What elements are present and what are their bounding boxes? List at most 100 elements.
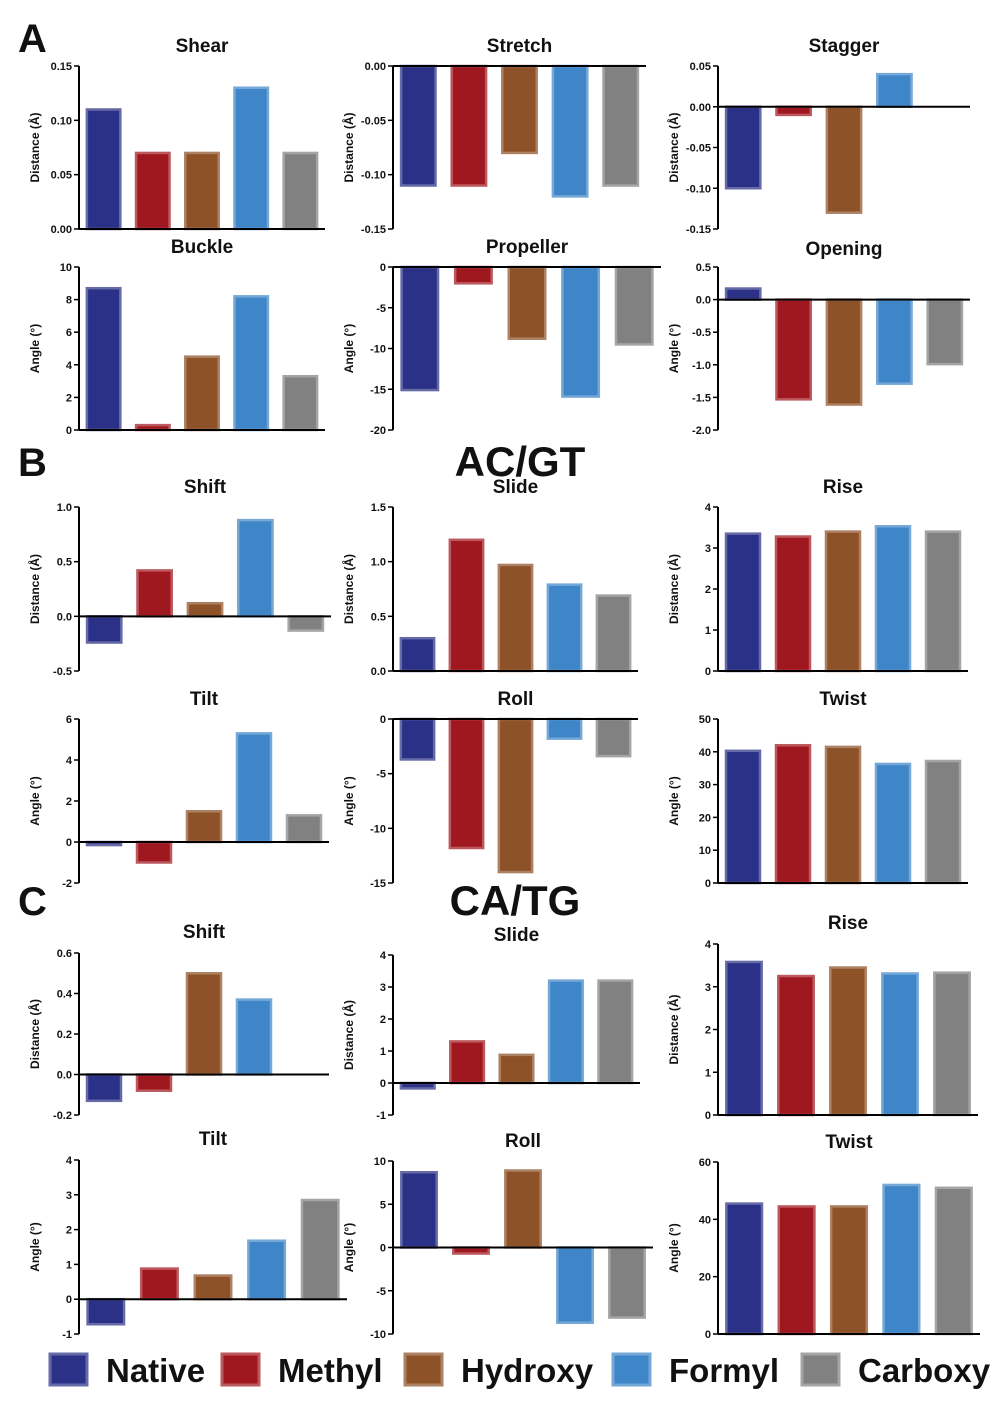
y-tick-label: -5 (376, 769, 386, 781)
bar-carboxy (934, 1186, 973, 1336)
y-tick-label: -0.2 (53, 1110, 72, 1122)
bar-carboxy (282, 374, 319, 432)
legend-item-carboxy: Carboxy (800, 1352, 991, 1389)
y-tick-label: 0.0 (371, 666, 386, 678)
bar-native (725, 1202, 764, 1336)
legend-item-methyl: Methyl (220, 1352, 383, 1389)
y-tick-label: 0.0 (57, 611, 72, 623)
bar-methyl (777, 1205, 816, 1336)
legend-label: Formyl (669, 1352, 779, 1389)
bar-formyl (561, 265, 601, 398)
chart-title: Rise (823, 477, 863, 498)
legend: Native Methyl Hydroxy Formyl Carboxy (48, 1352, 991, 1389)
bar-carboxy (614, 265, 654, 346)
chart-title: Slide (493, 477, 538, 498)
y-tick-label: 0.4 (57, 989, 73, 1001)
y-tick-label: 0 (66, 425, 72, 437)
y-tick-label: -1 (62, 1329, 72, 1341)
y-tick-label: 1 (705, 1067, 711, 1079)
legend-item-formyl: Formyl (611, 1352, 779, 1389)
y-tick-label: 2 (380, 1014, 386, 1026)
y-axis-label: Distance (Å) (341, 112, 356, 182)
legend-item-native: Native (48, 1352, 205, 1389)
heading-catg: CA/TG (450, 877, 581, 924)
bar-carboxy (285, 814, 323, 844)
y-tick-label: -5 (376, 303, 386, 315)
y-tick-label: 0 (66, 837, 72, 849)
bar-formyl (547, 979, 584, 1085)
chart-c-rise: Rise Distance (Å) 0 1 2 3 4 (666, 913, 978, 1122)
y-tick-label: 4 (380, 950, 387, 962)
y-axis-label: Distance (Å) (27, 999, 42, 1069)
bar-hydroxy (185, 810, 223, 844)
bar-carboxy (300, 1198, 340, 1301)
chart-title: Shift (183, 922, 226, 943)
chart-title: Buckle (171, 237, 233, 258)
y-tick-label: 6 (66, 714, 72, 726)
bar-hydroxy (824, 745, 862, 885)
bar-native (400, 265, 440, 392)
y-tick-label: 4 (705, 502, 712, 514)
chart-a-buckle: Buckle Angle (°) 0 2 4 6 8 10 (28, 237, 325, 437)
y-tick-label: 0.5 (696, 262, 711, 274)
bar-native (725, 960, 763, 1117)
bar-formyl (235, 732, 273, 844)
bar-formyl (546, 717, 583, 740)
y-tick-label: 0.5 (57, 557, 72, 569)
y-tick-label: -10 (370, 344, 386, 356)
y-tick-label: 0 (705, 1329, 711, 1341)
chart-a-stretch: Stretch Distance (Å) -0.15 -0.10 -0.05 0.00 (341, 36, 646, 236)
bar-methyl (134, 151, 171, 231)
heading-acgt: AC/GT (455, 438, 586, 485)
legend-label: Hydroxy (461, 1352, 594, 1389)
bar-hydroxy (501, 64, 538, 155)
bar-methyl (774, 743, 812, 885)
y-tick-label: 0.10 (51, 115, 72, 127)
bar-carboxy (597, 979, 634, 1085)
bar-formyl (237, 518, 274, 618)
y-axis-label: Distance (Å) (27, 554, 42, 624)
bar-native (399, 636, 436, 673)
y-tick-label: 2 (705, 584, 711, 596)
y-tick-label: 0 (705, 1110, 711, 1122)
chart-title: Shear (176, 36, 229, 57)
bar-hydroxy (185, 972, 223, 1076)
y-axis-label: Angle (°) (667, 1223, 681, 1272)
y-tick-label: 8 (66, 295, 72, 307)
bar-methyl (139, 1267, 179, 1301)
y-tick-label: 2 (66, 796, 72, 808)
y-tick-label: -1 (376, 1110, 386, 1122)
bar-methyl (453, 265, 493, 285)
legend-item-hydroxy: Hydroxy (403, 1352, 594, 1389)
y-tick-label: 0.00 (51, 224, 72, 236)
y-tick-label: -0.05 (361, 115, 386, 127)
bar-native (85, 1073, 123, 1103)
y-tick-label: 10 (699, 845, 711, 857)
y-tick-label: -15 (370, 384, 386, 396)
y-tick-label: 10 (374, 1156, 386, 1168)
y-tick-label: 0 (66, 1294, 72, 1306)
y-tick-label: 0.0 (57, 1070, 72, 1082)
y-tick-label: 2 (705, 1025, 711, 1037)
chart-title: Twist (819, 689, 867, 710)
chart-title: Slide (494, 925, 539, 946)
bar-methyl (450, 64, 488, 187)
bar-native (724, 287, 762, 301)
y-tick-label: 60 (699, 1157, 711, 1169)
legend-label: Native (106, 1352, 205, 1389)
y-tick-label: 40 (699, 747, 711, 759)
y-axis-label: Distance (Å) (27, 112, 42, 182)
chart-c-tilt: Tilt Angle (°) -1 0 1 2 3 4 (28, 1129, 347, 1341)
legend-label: Carboxy (858, 1352, 991, 1389)
chart-title: Rise (828, 913, 868, 934)
bar-methyl (448, 538, 485, 673)
y-tick-label: 0.05 (51, 170, 72, 182)
chart-title: Tilt (190, 689, 219, 710)
bar-carboxy (933, 971, 971, 1117)
y-tick-label: 0.00 (365, 61, 386, 73)
y-axis-label: Angle (°) (28, 776, 42, 825)
y-tick-label: -20 (370, 425, 386, 437)
bar-carboxy (287, 615, 325, 632)
chart-b-slide: Slide Distance (Å) 0.0 0.5 1.0 1.5 (341, 477, 638, 678)
